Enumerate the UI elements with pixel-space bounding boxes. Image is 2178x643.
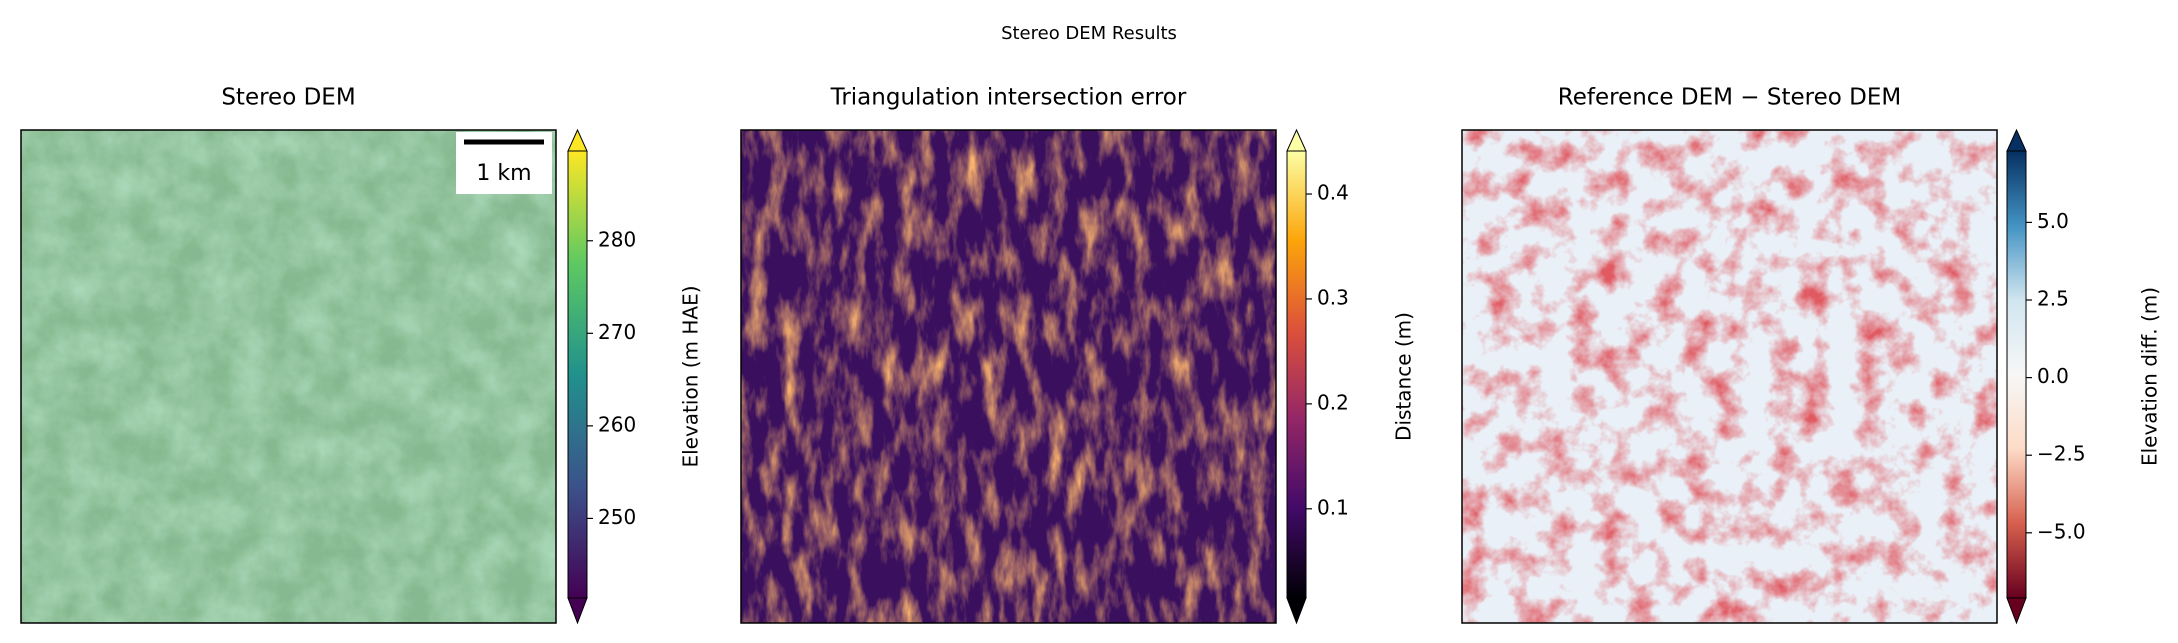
- colorbar-extend-bottom: [567, 597, 588, 625]
- colorbar-frame: [2006, 150, 2027, 599]
- colorbar-tick-label: 0.0: [2037, 364, 2069, 388]
- colorbar-extend-top: [1286, 128, 1307, 152]
- image-texture: [21, 130, 556, 623]
- colorbar-frame: [1286, 150, 1307, 599]
- colorbar-tick-label: 260: [598, 412, 636, 436]
- colorbar-tick-label: 0.2: [1317, 390, 1349, 414]
- colorbar-extend-top: [567, 128, 588, 152]
- colorbar-label: Elevation (m HAE): [679, 285, 703, 467]
- image-frame: [1461, 129, 1998, 624]
- colorbar-tick-label: 250: [598, 505, 636, 529]
- colorbar: [1287, 151, 1306, 598]
- colorbar-tick-label: 0.4: [1317, 181, 1349, 205]
- scale-bar-label: 1 km: [476, 161, 531, 186]
- colorbar-extend-bottom: [1286, 597, 1307, 625]
- panel-title: Triangulation intersection error: [830, 85, 1187, 111]
- suptitle: Stereo DEM Results: [1001, 23, 1177, 44]
- panel-title: Stereo DEM: [221, 85, 355, 111]
- image-texture: [1462, 130, 1997, 623]
- colorbar-tick-label: 2.5: [2037, 287, 2069, 311]
- image-texture: [741, 130, 1276, 623]
- colorbar-tick-label: 280: [598, 227, 636, 251]
- colorbar-extend-bottom: [2006, 597, 2027, 625]
- colorbar-label: Elevation diff. (m): [2138, 287, 2162, 466]
- panel-title: Reference DEM − Stereo DEM: [1558, 85, 1901, 111]
- image-frame: [740, 129, 1277, 624]
- colorbar-tick-label: −2.5: [2037, 442, 2086, 466]
- colorbar-tick-label: 0.1: [1317, 495, 1349, 519]
- colorbar-tick-label: 5.0: [2037, 209, 2069, 233]
- colorbar-tick-label: 270: [598, 320, 636, 344]
- colorbar-frame: [567, 150, 588, 599]
- image-frame: [20, 129, 557, 624]
- colorbar-tick-label: −5.0: [2037, 519, 2086, 543]
- colorbar-label: Distance (m): [1392, 312, 1416, 441]
- colorbar: [2007, 151, 2026, 598]
- colorbar: [568, 151, 587, 598]
- colorbar-tick-label: 0.3: [1317, 285, 1349, 309]
- colorbar-extend-top: [2006, 128, 2027, 152]
